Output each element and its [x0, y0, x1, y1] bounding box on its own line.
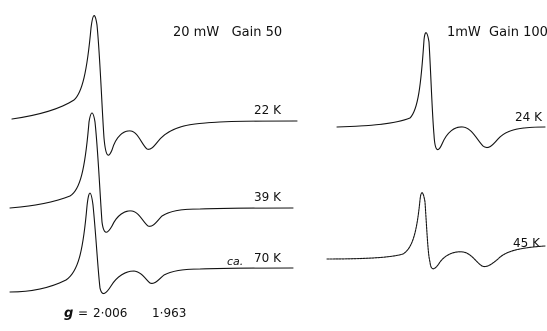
trace-label-45k: 45 K — [513, 236, 540, 250]
trace-left-39k — [9, 112, 294, 233]
trace-label-22k: 22 K — [254, 103, 281, 117]
right-panel-header: 1mW Gain 100 — [447, 25, 547, 40]
trace-right-45k — [326, 192, 546, 270]
trace-label-24k: 24 K — [515, 110, 542, 124]
g-equals: = — [78, 306, 89, 320]
trace-label-70k-prefix: ca. — [227, 255, 244, 268]
trace-label-70k: 70 K — [254, 251, 281, 265]
g-symbol: g — [64, 306, 74, 321]
left-panel-header: 20 mW Gain 50 — [173, 25, 283, 40]
trace-label-39k: 39 K — [254, 190, 281, 204]
trace-left-70k — [9, 192, 294, 294]
trace-left-22k — [11, 15, 298, 156]
trace-right-24k — [336, 32, 546, 151]
g-value-2: 1·963 — [152, 306, 187, 320]
g-value-1: 2·006 — [93, 306, 128, 320]
